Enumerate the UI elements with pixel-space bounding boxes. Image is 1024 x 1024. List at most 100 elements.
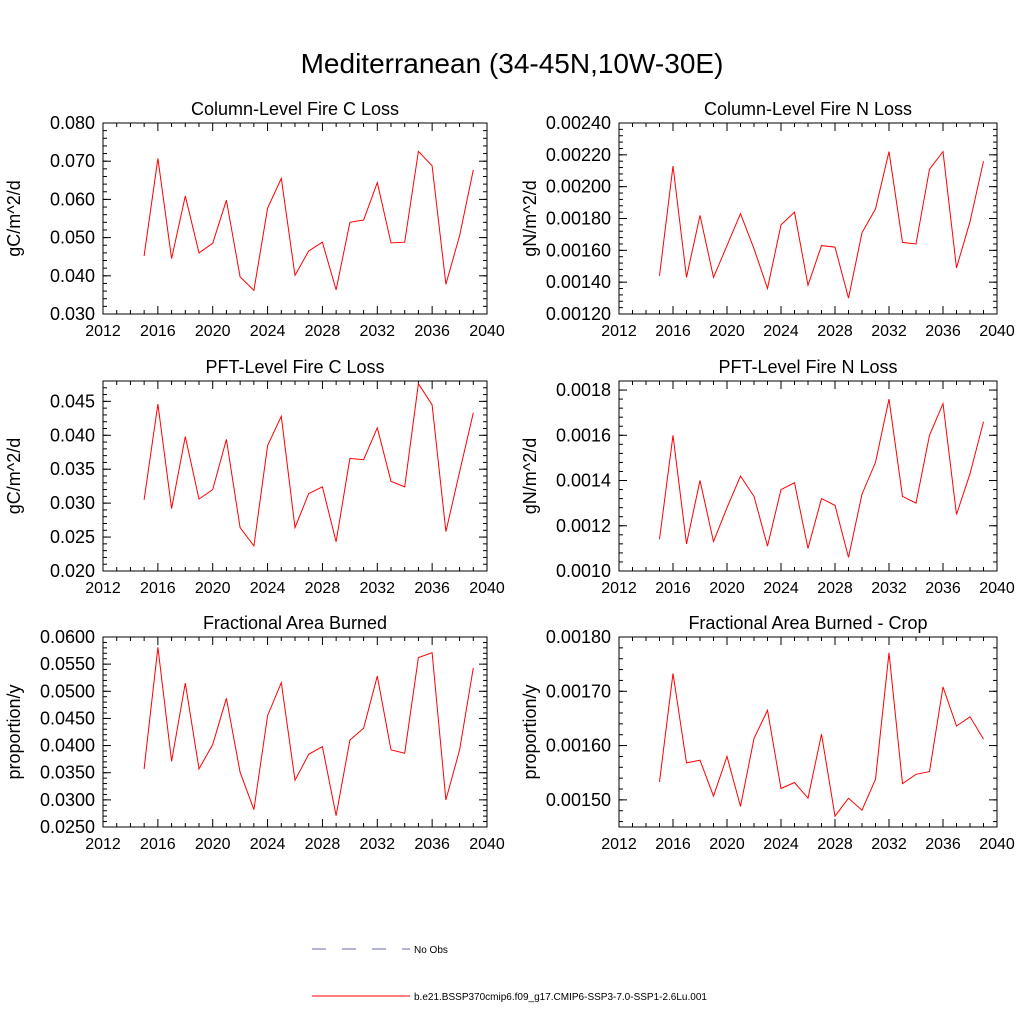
x-tick-label: 2016: [140, 323, 176, 340]
chart-panel-4: PFT-Level Fire N Loss gN/m^2/d 2012 2016 202…: [520, 357, 1015, 597]
y-axis-label: gC/m^2/d: [4, 438, 24, 514]
x-tick-label: 2036: [925, 580, 961, 597]
y-tick-label: 0.0018: [556, 380, 611, 400]
series-line-1: [143, 382, 474, 548]
y-tick-label: 0.0014: [556, 471, 611, 491]
y-tick-label: 0.0012: [556, 516, 611, 536]
y-axis-label: proportion/y: [4, 684, 24, 779]
y-tick-label: 0.0350: [40, 763, 95, 783]
x-tick-label: 2040: [469, 580, 505, 597]
series-line-1: [659, 150, 984, 299]
series-line-1: [143, 647, 474, 816]
plot-frame: [102, 636, 488, 828]
chart-panel-3: PFT-Level Fire C Loss gC/m^2/d 2012 2016 202…: [4, 357, 505, 597]
y-tick-label: 0.00160: [546, 736, 611, 756]
x-tick-label: 2040: [469, 323, 505, 340]
x-tick-label: 2012: [85, 323, 121, 340]
x-tick-label: 2028: [305, 580, 341, 597]
y-tick-label: 0.080: [50, 113, 95, 133]
x-tick-label: 2028: [817, 323, 853, 340]
x-tick-label: 2028: [305, 323, 341, 340]
x-tick-label: 2012: [601, 836, 637, 853]
y-tick-label: 0.0600: [40, 627, 95, 647]
panel-title: Fractional Area Burned - Crop: [688, 613, 927, 633]
y-tick-label: 0.00180: [546, 209, 611, 229]
panel-title: PFT-Level Fire N Loss: [718, 357, 897, 377]
x-tick-label: 2016: [655, 580, 691, 597]
y-tick-label: 0.025: [50, 527, 95, 547]
y-tick-label: 0.035: [50, 459, 95, 479]
x-tick-label: 2020: [195, 836, 231, 853]
x-tick-label: 2040: [979, 580, 1015, 597]
y-tick-label: 0.00160: [546, 240, 611, 260]
x-tick-label: 2016: [655, 836, 691, 853]
y-tick-label: 0.00150: [546, 790, 611, 810]
x-tick-label: 2032: [359, 580, 395, 597]
y-tick-label: 0.00200: [546, 177, 611, 197]
y-tick-label: 0.0010: [556, 561, 611, 581]
y-tick-label: 0.00240: [546, 113, 611, 133]
y-tick-label: 0.0300: [40, 790, 95, 810]
x-tick-label: 2016: [655, 323, 691, 340]
y-tick-label: 0.00120: [546, 304, 611, 324]
x-tick-label: 2016: [140, 836, 176, 853]
x-tick-label: 2036: [414, 580, 450, 597]
x-tick-label: 2012: [85, 580, 121, 597]
x-tick-label: 2036: [925, 323, 961, 340]
chart-panel-2: Column-Level Fire N Loss gN/m^2/d 2012 2016…: [520, 99, 1015, 340]
y-axis-label: gC/m^2/d: [4, 180, 24, 256]
y-tick-label: 0.070: [50, 151, 95, 171]
panel-title: Fractional Area Burned: [203, 613, 387, 633]
plot-frame: [102, 122, 488, 315]
chart-panel-5: Fractional Area Burned proportion/y 2012 20…: [4, 613, 505, 853]
x-tick-label: 2024: [763, 323, 799, 340]
x-tick-label: 2040: [469, 836, 505, 853]
x-tick-label: 2020: [709, 323, 745, 340]
chart-panel-1: Column-Level Fire C Loss gC/m^2/d 2012 2016…: [4, 99, 505, 340]
x-tick-label: 2024: [250, 580, 286, 597]
chart-panels: Column-Level Fire C Loss gC/m^2/d 2012 2016…: [4, 99, 1015, 853]
x-tick-label: 2020: [195, 323, 231, 340]
legend: No Obs b.e21.BSSP370cmip6.f09_g17.CMIP6-…: [312, 945, 707, 1003]
x-tick-label: 2028: [817, 580, 853, 597]
series-line-1: [143, 150, 474, 292]
panel-title: Column-Level Fire C Loss: [191, 99, 399, 119]
x-tick-label: 2036: [414, 836, 450, 853]
x-tick-label: 2028: [305, 836, 341, 853]
x-tick-label: 2020: [709, 580, 745, 597]
x-tick-label: 2024: [763, 836, 799, 853]
y-tick-label: 0.040: [50, 425, 95, 445]
x-tick-label: 2036: [925, 836, 961, 853]
y-axis-label: gN/m^2/d: [520, 180, 540, 256]
x-tick-label: 2020: [709, 836, 745, 853]
x-tick-label: 2024: [763, 580, 799, 597]
chart-panel-6: Fractional Area Burned - Crop proportion/…: [520, 613, 1015, 853]
y-tick-label: 0.0250: [40, 817, 95, 837]
y-tick-label: 0.0550: [40, 654, 95, 674]
y-tick-label: 0.050: [50, 228, 95, 248]
x-tick-label: 2032: [871, 836, 907, 853]
y-tick-label: 0.030: [50, 493, 95, 513]
y-tick-label: 0.020: [50, 561, 95, 581]
y-axis-label: proportion/y: [520, 684, 540, 779]
x-tick-label: 2032: [871, 580, 907, 597]
x-tick-label: 2020: [195, 580, 231, 597]
y-tick-label: 0.030: [50, 304, 95, 324]
y-tick-label: 0.060: [50, 189, 95, 209]
x-tick-label: 2024: [250, 836, 286, 853]
x-tick-label: 2032: [359, 836, 395, 853]
y-tick-label: 0.0400: [40, 736, 95, 756]
x-tick-label: 2036: [414, 323, 450, 340]
y-tick-label: 0.045: [50, 391, 95, 411]
x-tick-label: 2032: [871, 323, 907, 340]
legend-label-no-obs: No Obs: [414, 945, 448, 956]
main-title: Mediterranean (34-45N,10W-30E): [300, 48, 724, 79]
series-line-1: [659, 652, 984, 818]
x-tick-label: 2040: [979, 836, 1015, 853]
y-tick-label: 0.00220: [546, 145, 611, 165]
panel-title: Column-Level Fire N Loss: [704, 99, 912, 119]
y-tick-label: 0.0500: [40, 681, 95, 701]
x-tick-label: 2040: [979, 323, 1015, 340]
series-line-1: [659, 398, 984, 558]
